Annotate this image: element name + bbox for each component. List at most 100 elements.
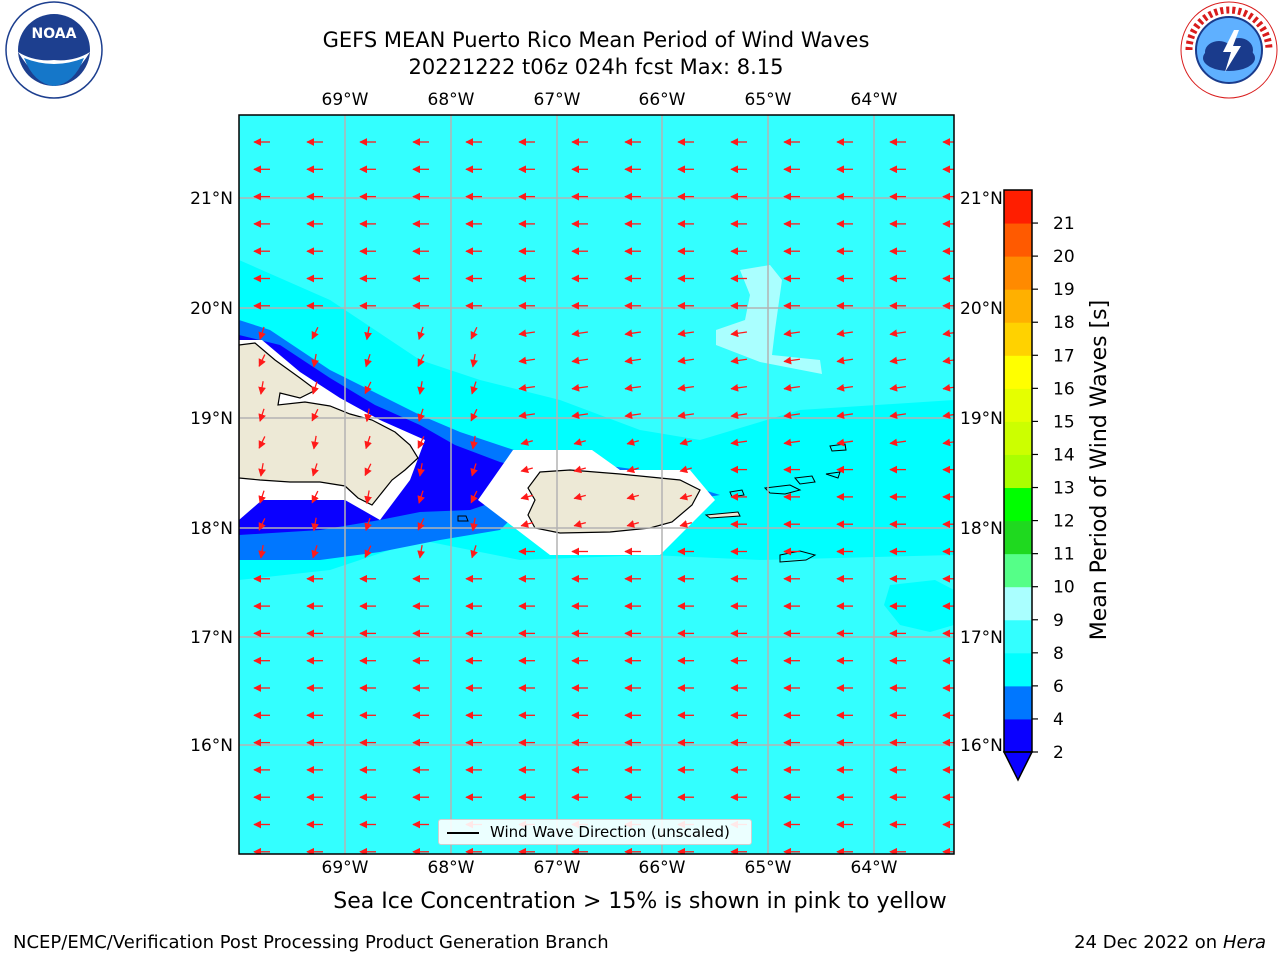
wind-arrow <box>677 383 695 392</box>
wind-arrow <box>624 356 642 365</box>
wind-arrow <box>520 438 533 446</box>
wind-arrow <box>311 490 319 504</box>
colorbar-tick-label: 13 <box>1053 479 1075 499</box>
wind-arrow <box>311 545 319 559</box>
legend-label: Wind Wave Direction (unscaled) <box>490 823 730 841</box>
contour-6-patch <box>884 580 954 632</box>
wind-arrow <box>470 517 478 532</box>
colorbar-tick-label: 6 <box>1053 677 1064 697</box>
lat-label-left: 19°N <box>190 409 233 429</box>
contour-8-9-patch-east <box>716 265 822 374</box>
lon-labels-bottom: 69°W 68°W 67°W 66°W 65°W 64°W <box>322 858 898 878</box>
lon-label-bottom: 65°W <box>745 858 792 878</box>
wind-arrow <box>518 411 536 419</box>
wind-arrow <box>783 438 801 447</box>
wind-arrow <box>836 356 854 365</box>
wind-arrow <box>258 436 266 449</box>
wind-arrow <box>311 408 319 422</box>
wind-arrow <box>573 465 586 474</box>
footer-host: Hera <box>1222 932 1266 953</box>
wind-arrow <box>417 518 425 531</box>
land-puerto-rico <box>527 469 701 534</box>
wind-arrow <box>470 326 478 340</box>
wind-arrow <box>889 329 907 338</box>
wind-arrow <box>518 356 536 365</box>
map-frame <box>238 114 955 855</box>
wind-arrow <box>677 411 695 419</box>
wind-arrow <box>679 492 692 501</box>
wind-arrow <box>470 408 478 422</box>
colorbar-tick-label: 16 <box>1053 379 1075 399</box>
wind-arrow <box>942 438 954 447</box>
wind-arrow <box>730 329 748 338</box>
sea-ice-note: Sea Ice Concentration > 15% is shown in … <box>333 889 947 914</box>
wind-arrow <box>470 490 478 504</box>
wind-arrow <box>571 329 589 338</box>
colorbar-label: Mean Period of Wind Waves [s] <box>1087 300 1112 640</box>
wind-arrow <box>520 520 533 528</box>
wind-arrow <box>470 381 478 395</box>
chart-title: GEFS MEAN Puerto Rico Mean Period of Win… <box>322 28 870 52</box>
lon-label-bottom: 66°W <box>639 858 686 878</box>
footer-branch: NCEP/EMC/Verification Post Processing Pr… <box>13 932 609 953</box>
lat-labels-right: 21°N 20°N 19°N 18°N 17°N 16°N <box>960 189 1003 756</box>
wind-arrow <box>311 435 319 450</box>
legend-line-sample <box>447 832 479 834</box>
wind-arrow <box>520 465 533 474</box>
wind-arrow <box>311 326 319 340</box>
wind-arrow <box>364 490 372 505</box>
lon-label-bottom: 69°W <box>322 858 369 878</box>
colorbar-segment <box>1004 619 1032 654</box>
lon-label-top: 69°W <box>322 90 369 110</box>
wind-arrow <box>573 492 586 501</box>
colorbar-tick-label: 19 <box>1053 280 1075 300</box>
colorbar-tick-label: 2 <box>1053 743 1064 763</box>
graticule <box>239 115 954 854</box>
wind-arrow <box>258 544 266 559</box>
wind-arrow <box>417 354 425 367</box>
wind-arrow <box>624 329 642 338</box>
colorbar-segment <box>1004 685 1032 720</box>
lon-label-bottom: 64°W <box>851 858 898 878</box>
wind-arrow <box>417 381 425 395</box>
wind-arrow <box>624 411 642 419</box>
colorbar-segment <box>1004 256 1032 290</box>
lat-labels-left: 21°N 20°N 19°N 18°N 17°N 16°N <box>190 189 233 756</box>
wind-arrow <box>470 463 478 477</box>
lat-label-right: 21°N <box>960 189 1003 209</box>
lat-label-right: 17°N <box>960 628 1003 648</box>
wind-arrow <box>679 438 692 446</box>
island-vieques <box>704 511 741 519</box>
colorbar-frame <box>1003 189 1033 753</box>
chart-subtitle-run: 20221222 t06z 024h fcst Max: 8.15 <box>408 55 784 79</box>
wind-arrow <box>836 383 854 392</box>
lon-label-bottom: 68°W <box>428 858 475 878</box>
colorbar-extend-min <box>1002 751 1034 782</box>
colorbar-segment <box>1004 718 1032 753</box>
wind-arrow <box>520 492 533 501</box>
noaa-logo-icon: NOAA <box>5 1 103 99</box>
wind-arrow <box>470 435 478 450</box>
wind-arrow <box>258 518 266 531</box>
wind-arrow <box>679 465 692 474</box>
wind-arrow <box>364 517 372 532</box>
wind-arrow <box>942 356 954 365</box>
wind-arrow <box>311 353 319 368</box>
colorbar-tick-label: 14 <box>1053 445 1075 465</box>
wind-arrow <box>783 411 801 419</box>
lat-label-left: 16°N <box>190 736 233 756</box>
wind-arrow <box>679 520 692 528</box>
wind-arrow <box>730 383 748 392</box>
wind-arrow <box>836 438 854 447</box>
wind-arrow <box>626 492 639 501</box>
wind-arrow <box>889 411 907 419</box>
colorbar-tick-label: 18 <box>1053 313 1075 333</box>
wind-arrow <box>417 326 425 341</box>
wind-arrow <box>942 411 954 419</box>
wind-arrow <box>730 438 748 447</box>
island-mona <box>457 515 469 522</box>
lon-label-top: 68°W <box>428 90 475 110</box>
colorbar-segment <box>1004 652 1032 687</box>
wind-arrow <box>258 354 266 367</box>
wind-arrow <box>889 383 907 392</box>
